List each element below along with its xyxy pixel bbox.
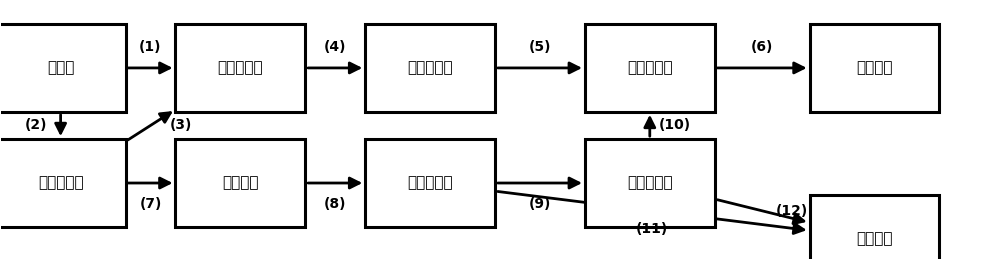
Text: 苯二甲醇: 苯二甲醇 bbox=[222, 176, 259, 191]
Text: (3): (3) bbox=[169, 119, 192, 133]
Text: 二甲苯: 二甲苯 bbox=[47, 60, 74, 75]
Text: (12): (12) bbox=[776, 204, 808, 218]
Text: 苯二甲酸: 苯二甲酸 bbox=[856, 60, 893, 75]
Text: 甲基苯甲醒: 甲基苯甲醒 bbox=[218, 60, 263, 75]
FancyBboxPatch shape bbox=[0, 24, 126, 112]
Text: (6): (6) bbox=[751, 40, 773, 54]
Text: (1): (1) bbox=[139, 40, 162, 54]
FancyBboxPatch shape bbox=[365, 24, 495, 112]
FancyBboxPatch shape bbox=[175, 139, 305, 227]
FancyBboxPatch shape bbox=[0, 139, 126, 227]
Text: 醒基苯甲醇: 醒基苯甲醇 bbox=[407, 176, 453, 191]
Text: 苯二甲醒: 苯二甲醒 bbox=[856, 231, 893, 246]
Text: 甲基苯甲酸: 甲基苯甲酸 bbox=[407, 60, 453, 75]
Text: (7): (7) bbox=[139, 197, 162, 211]
Text: (11): (11) bbox=[636, 222, 668, 236]
Text: (2): (2) bbox=[24, 119, 47, 133]
FancyBboxPatch shape bbox=[365, 139, 495, 227]
Text: 甲基苯甲醇: 甲基苯甲醇 bbox=[38, 176, 83, 191]
FancyBboxPatch shape bbox=[585, 139, 715, 227]
FancyBboxPatch shape bbox=[175, 24, 305, 112]
Text: (10): (10) bbox=[659, 119, 691, 133]
FancyBboxPatch shape bbox=[810, 195, 939, 260]
Text: (9): (9) bbox=[529, 197, 551, 211]
Text: 羚基苯甲醇: 羚基苯甲醇 bbox=[627, 176, 673, 191]
Text: (4): (4) bbox=[324, 40, 346, 54]
FancyBboxPatch shape bbox=[810, 24, 939, 112]
Text: (5): (5) bbox=[529, 40, 551, 54]
FancyBboxPatch shape bbox=[585, 24, 715, 112]
Text: (8): (8) bbox=[324, 197, 346, 211]
Text: 羚基苯甲醒: 羚基苯甲醒 bbox=[627, 60, 673, 75]
